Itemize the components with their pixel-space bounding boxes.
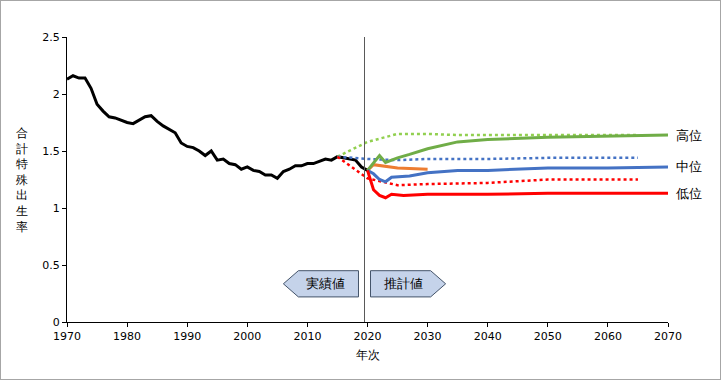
svg-text:2060: 2060 — [594, 330, 622, 343]
svg-text:2070: 2070 — [654, 330, 682, 343]
svg-text:高位: 高位 — [676, 128, 702, 143]
svg-text:2.5: 2.5 — [42, 31, 60, 44]
svg-text:2020: 2020 — [354, 330, 382, 343]
svg-text:0: 0 — [53, 316, 60, 329]
svg-text:1990: 1990 — [173, 330, 201, 343]
svg-text:2040: 2040 — [474, 330, 502, 343]
svg-text:2: 2 — [53, 88, 60, 101]
svg-text:1.5: 1.5 — [42, 145, 60, 158]
svg-text:1: 1 — [53, 202, 60, 215]
svg-text:1970: 1970 — [53, 330, 81, 343]
svg-text:低位: 低位 — [676, 186, 702, 201]
svg-text:年次: 年次 — [356, 348, 380, 362]
svg-text:中位: 中位 — [676, 159, 702, 174]
svg-text:実績値: 実績値 — [306, 276, 345, 291]
svg-text:1980: 1980 — [113, 330, 141, 343]
svg-text:2050: 2050 — [534, 330, 562, 343]
svg-text:2010: 2010 — [293, 330, 321, 343]
svg-text:推計値: 推計値 — [384, 276, 423, 291]
svg-text:2030: 2030 — [414, 330, 442, 343]
svg-text:2000: 2000 — [233, 330, 261, 343]
svg-text:0.5: 0.5 — [42, 259, 60, 272]
svg-text:合計特殊出生率: 合計特殊出生率 — [16, 126, 28, 234]
